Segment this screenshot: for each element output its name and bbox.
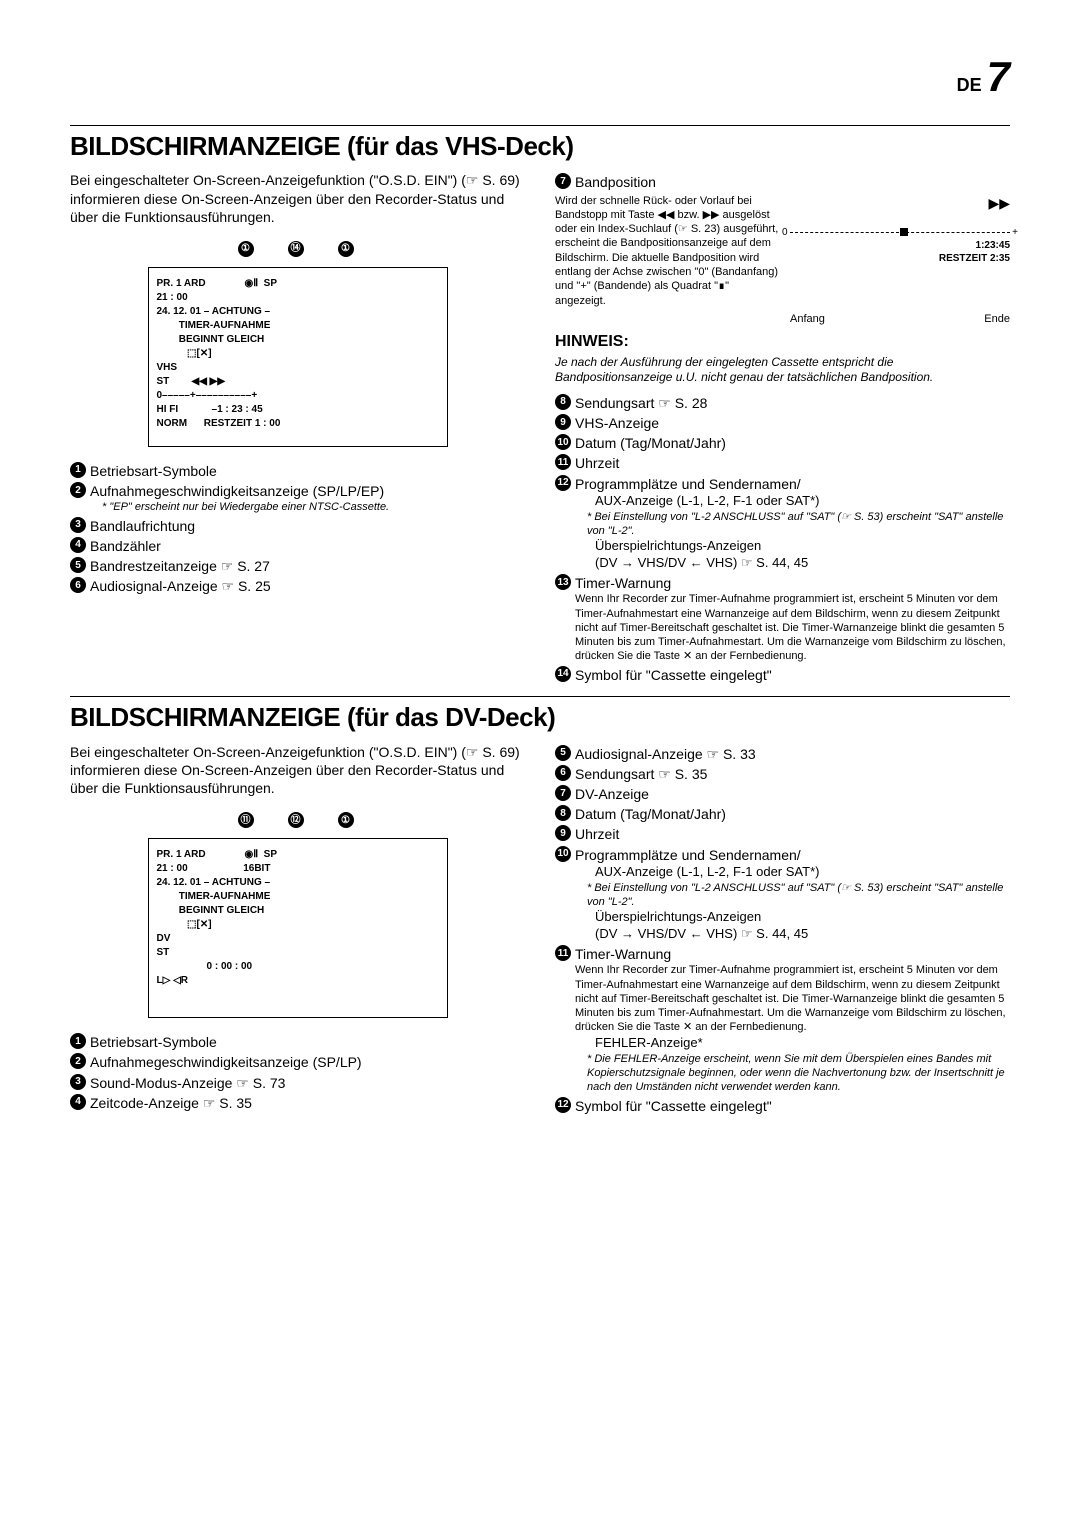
dv-heading: BILDSCHIRMANZEIGE (für das DV-Deck) [70, 696, 1010, 735]
list-item: 4Bandzähler [70, 537, 525, 555]
vhs-diagram: PR. 1 ARD ◉Ⅱ SP21 : 0024. 12. 01 – ACHTU… [148, 267, 448, 447]
list-item: 3Sound-Modus-Anzeige ☞ S. 73 [70, 1074, 525, 1092]
list-item: 9Uhrzeit [555, 825, 1010, 843]
list-item: 13Timer-WarnungWenn Ihr Recorder zur Tim… [555, 574, 1010, 664]
list-item: 10Programmplätze und Sendernamen/AUX-Anz… [555, 846, 1010, 943]
dv-diagram-callouts: ⑪⑫① [70, 812, 525, 828]
dv-diagram: PR. 1 ARD ◉Ⅱ SP21 : 00 16BIT24. 12. 01 –… [148, 838, 448, 1018]
list-item: 3Bandlaufrichtung [70, 517, 525, 535]
dv-intro: Bei eingeschalteter On-Screen-Anzeigefun… [70, 743, 525, 798]
list-item: 2Aufnahmegeschwindigkeitsanzeige (SP/LP/… [70, 482, 525, 514]
dv-left-list: 1Betriebsart-Symbole 2Aufnahmegeschwindig… [70, 1033, 525, 1112]
list-item: 6Sendungsart ☞ S. 35 [555, 765, 1010, 783]
list-item: 1Betriebsart-Symbole [70, 1033, 525, 1051]
vhs-heading: BILDSCHIRMANZEIGE (für das VHS-Deck) [70, 125, 1010, 164]
list-item: 9VHS-Anzeige [555, 414, 1010, 432]
list-item: 12Symbol für "Cassette eingelegt" [555, 1097, 1010, 1115]
list-item: 6Audiosignal-Anzeige ☞ S. 25 [70, 577, 525, 595]
bandposition-item: 7 Bandposition [555, 173, 1010, 191]
vhs-intro: Bei eingeschalteter On-Screen-Anzeigefun… [70, 171, 525, 226]
list-item: 2Aufnahmegeschwindigkeitsanzeige (SP/LP) [70, 1053, 525, 1071]
dv-right-list: 5Audiosignal-Anzeige ☞ S. 33 6Sendungsart… [555, 745, 1010, 1115]
vhs-left-list: 1Betriebsart-Symbole 2Aufnahmegeschwindig… [70, 462, 525, 595]
page-number: DE 7 [70, 50, 1010, 105]
list-item: 8Sendungsart ☞ S. 28 [555, 394, 1010, 412]
bandposition-mini-diagram: ▶▶ 0 + 1:23:45 RESTZEIT 2:35 [790, 194, 1010, 304]
list-item: 7DV-Anzeige [555, 785, 1010, 803]
list-item: 8Datum (Tag/Monat/Jahr) [555, 805, 1010, 823]
list-item: 10Datum (Tag/Monat/Jahr) [555, 434, 1010, 452]
list-item: 1Betriebsart-Symbole [70, 462, 525, 480]
hinweis-heading: HINWEIS: [555, 332, 1010, 353]
list-item: 5Audiosignal-Anzeige ☞ S. 33 [555, 745, 1010, 763]
vhs-diagram-callouts: ①⑭① [70, 241, 525, 257]
vhs-right-list: 8Sendungsart ☞ S. 28 9VHS-Anzeige 10Datum … [555, 394, 1010, 684]
list-item: 11Uhrzeit [555, 454, 1010, 472]
bandposition-body: Wird der schnelle Rück- oder Vorlauf bei… [555, 194, 780, 326]
list-item: 12Programmplätze und Sendernamen/AUX-Anz… [555, 475, 1010, 572]
list-item: 14Symbol für "Cassette eingelegt" [555, 666, 1010, 684]
hinweis-body: Je nach der Ausführung der eingelegten C… [555, 355, 1010, 386]
list-item: 4Zeitcode-Anzeige ☞ S. 35 [70, 1094, 525, 1112]
list-item: 11Timer-WarnungWenn Ihr Recorder zur Tim… [555, 945, 1010, 1094]
list-item: 5Bandrestzeitanzeige ☞ S. 27 [70, 557, 525, 575]
